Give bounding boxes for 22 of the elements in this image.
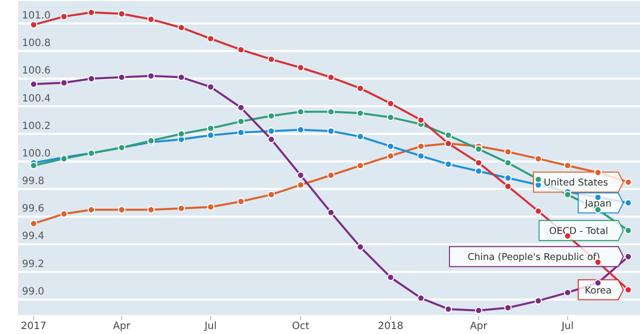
x-tick-label: Oct xyxy=(292,321,310,332)
x-tick-label: 2017 xyxy=(20,321,46,332)
y-tick-label: 100.8 xyxy=(22,38,51,50)
x-tick-label: Jul xyxy=(560,321,574,332)
series-label: Korea xyxy=(584,285,612,296)
x-tick-label: Apr xyxy=(470,321,488,332)
y-tick-label: 100.0 xyxy=(22,148,51,160)
y-tick-label: 99.6 xyxy=(22,204,44,215)
series-label: OECD - Total xyxy=(549,226,608,237)
y-tick-label: 101.0 xyxy=(22,10,51,22)
y-tick-label: 99.4 xyxy=(22,231,44,242)
series-label: United States xyxy=(544,178,608,189)
y-tick-label: 100.2 xyxy=(22,120,51,132)
series-label: Japan xyxy=(584,198,612,210)
x-tick-label: Jul xyxy=(204,321,217,332)
y-tick-label: 100.6 xyxy=(22,66,51,77)
x-tick-label: Apr xyxy=(113,321,132,332)
y-tick-label: 100.4 xyxy=(22,93,51,104)
y-tick-label: 99.2 xyxy=(22,258,44,270)
y-tick-label: 99.0 xyxy=(22,286,44,298)
x-tick-label: 2018 xyxy=(378,321,404,332)
y-tick-label: 99.8 xyxy=(22,176,44,188)
